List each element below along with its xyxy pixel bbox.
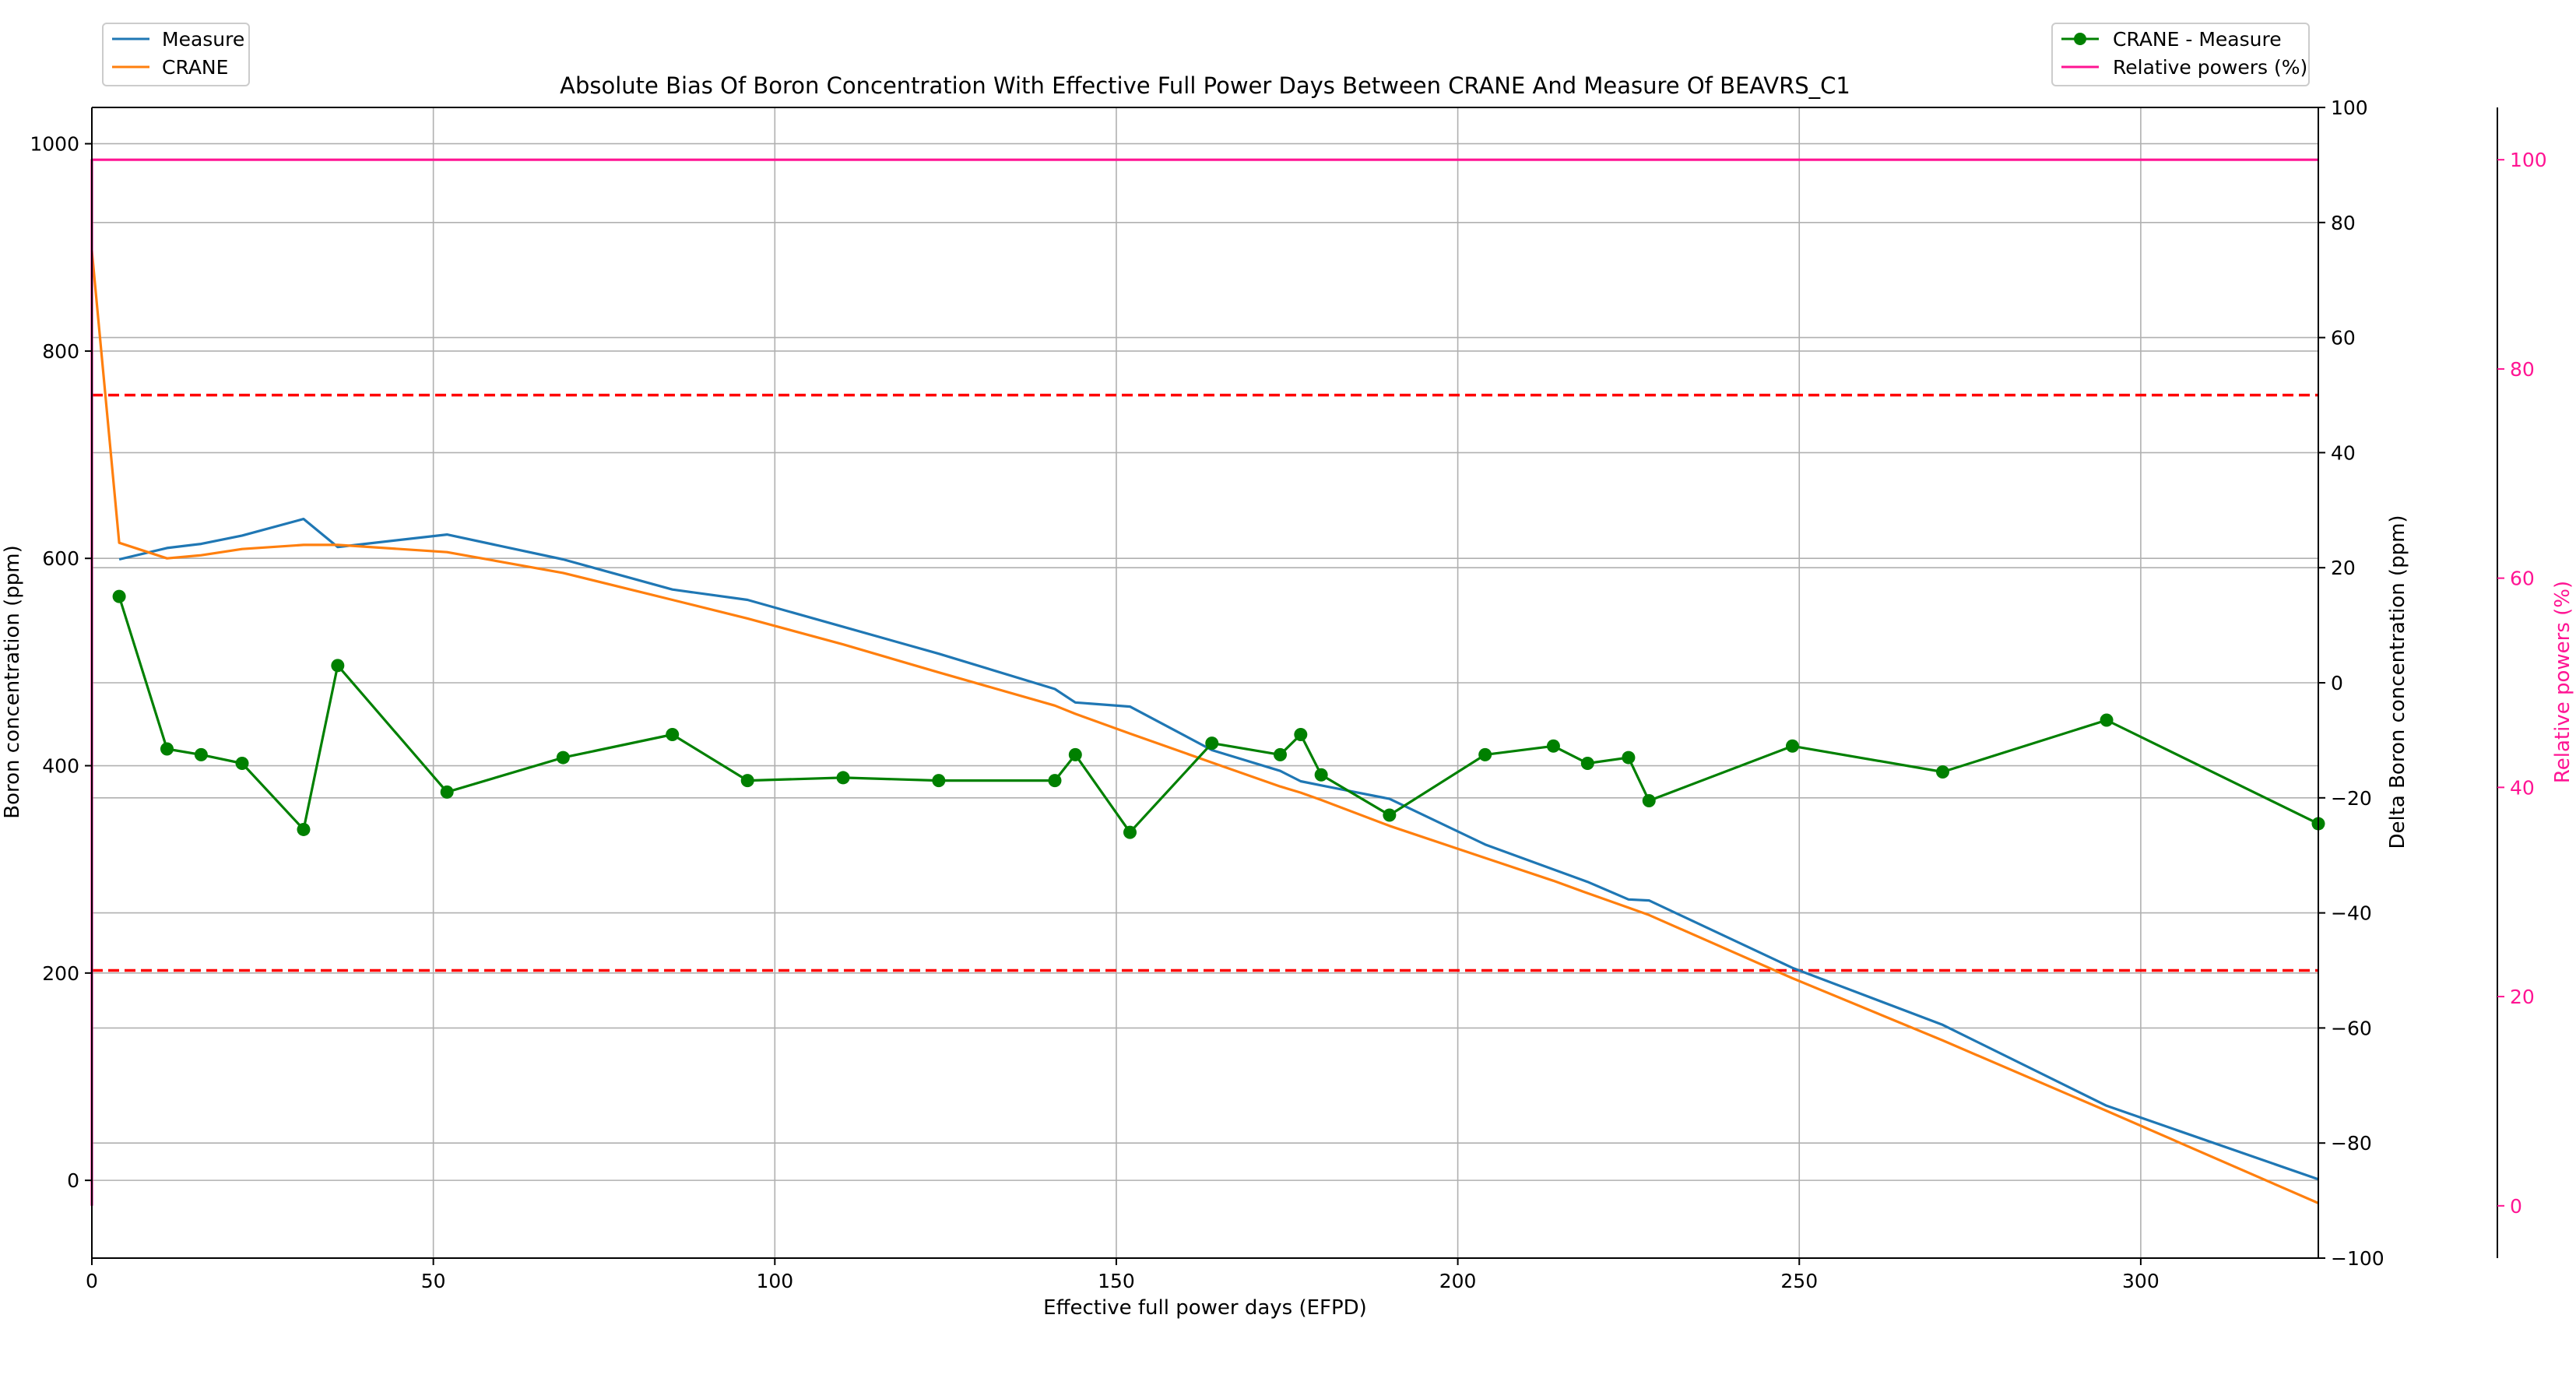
y-axis-label-far-right: Relative powers (%) xyxy=(2551,581,2574,783)
data-point-crane-measure xyxy=(1294,728,1308,742)
y-right-tick-label: 20 xyxy=(2331,557,2356,579)
data-point-crane-measure xyxy=(1642,793,1656,807)
legend-left: Measure CRANE xyxy=(102,23,250,86)
legend-label-crane-measure: CRANE - Measure xyxy=(2113,28,2282,51)
y-right-tick-label: −80 xyxy=(2331,1132,2372,1155)
data-point-crane-measure xyxy=(1935,765,1949,779)
y-far-right-tick-label: 20 xyxy=(2510,986,2535,1008)
y-right-tick-label: 80 xyxy=(2331,212,2356,234)
data-point-crane-measure xyxy=(1048,774,1062,788)
data-point-crane-measure xyxy=(1622,751,1636,765)
legend-right-box xyxy=(2051,23,2310,86)
y-axis-label-right: Delta Boron concentration (ppm) xyxy=(2386,515,2409,849)
data-point-crane-measure xyxy=(331,659,345,673)
y-right-tick-label: −60 xyxy=(2331,1017,2372,1039)
data-point-crane-measure xyxy=(297,822,311,836)
data-point-crane-measure xyxy=(1123,825,1137,839)
data-point-crane-measure xyxy=(1580,756,1594,770)
x-tick-label: 150 xyxy=(1098,1270,1135,1292)
axis-ticks: 0 50 100 150 200 250 30002004006008001000−100−… xyxy=(30,97,2546,1292)
data-point-crane-measure xyxy=(666,728,680,742)
x-tick-label: 200 xyxy=(1439,1270,1477,1292)
legend-label-relative-powers: Relative powers (%) xyxy=(2113,56,2307,79)
data-point-crane-measure xyxy=(1478,747,1492,761)
y-right-tick-label: −100 xyxy=(2331,1247,2384,1270)
y-left-tick-label: 200 xyxy=(42,962,79,985)
y-left-tick-label: 800 xyxy=(42,340,79,363)
y-right-tick-label: −40 xyxy=(2331,902,2372,925)
x-axis-label: Effective full power days (EFPD) xyxy=(1043,1296,1367,1320)
data-point-crane-measure xyxy=(1274,747,1288,761)
series-line-measure xyxy=(118,517,2319,1181)
y-far-right-tick-label: 100 xyxy=(2510,149,2547,171)
y-axis-label-left: Boron concentration (ppm) xyxy=(1,545,24,818)
data-point-crane-measure xyxy=(235,756,249,770)
y-far-right-tick-label: 40 xyxy=(2510,776,2535,799)
legend-label-crane: CRANE xyxy=(162,56,228,79)
x-tick-label: 50 xyxy=(421,1270,446,1292)
y-far-right-tick-label: 0 xyxy=(2510,1195,2522,1218)
y-far-right-tick-label: 80 xyxy=(2510,358,2535,381)
legend-right: CRANE - Measure Relative powers (%) xyxy=(2051,23,2310,86)
data-point-crane-measure xyxy=(556,751,570,765)
data-point-crane-measure xyxy=(112,589,126,603)
y-right-tick-label: 100 xyxy=(2331,97,2368,119)
data-point-crane-measure xyxy=(1068,747,1082,761)
data-point-crane-measure xyxy=(160,742,174,756)
y-left-tick-label: 400 xyxy=(42,755,79,778)
data-point-crane-measure xyxy=(1205,736,1219,751)
y-left-tick-label: 600 xyxy=(42,547,79,570)
legend-marker-crane-measure xyxy=(2074,33,2086,45)
x-tick-label: 100 xyxy=(756,1270,793,1292)
x-tick-label: 300 xyxy=(2122,1270,2160,1292)
data-point-crane-measure xyxy=(1314,768,1328,782)
data-point-crane-measure xyxy=(1383,808,1397,822)
data-point-crane-measure xyxy=(740,774,754,788)
y-far-right-tick-label: 60 xyxy=(2510,568,2535,590)
chart-title: Absolute Bias Of Boron Concentration Wit… xyxy=(560,72,1850,99)
y-right-tick-label: 0 xyxy=(2331,672,2343,694)
data-point-crane-measure xyxy=(1785,739,1799,753)
legend-label-measure: Measure xyxy=(162,28,244,51)
x-tick-label: 0 xyxy=(86,1270,98,1292)
y-left-tick-label: 1000 xyxy=(30,133,79,156)
data-point-crane-measure xyxy=(2100,713,2114,727)
series-line-crane xyxy=(90,250,2319,1204)
data-point-crane-measure xyxy=(932,774,946,788)
data-point-crane-measure xyxy=(836,771,850,785)
y-right-tick-label: 40 xyxy=(2331,441,2356,464)
data-point-crane-measure xyxy=(194,747,208,761)
y-left-tick-label: 0 xyxy=(67,1169,79,1192)
y-right-tick-label: 60 xyxy=(2331,327,2356,350)
x-tick-label: 250 xyxy=(1780,1270,1818,1292)
data-point-crane-measure xyxy=(1546,739,1560,753)
y-right-tick-label: −20 xyxy=(2331,787,2372,810)
data-point-crane-measure xyxy=(440,785,454,799)
